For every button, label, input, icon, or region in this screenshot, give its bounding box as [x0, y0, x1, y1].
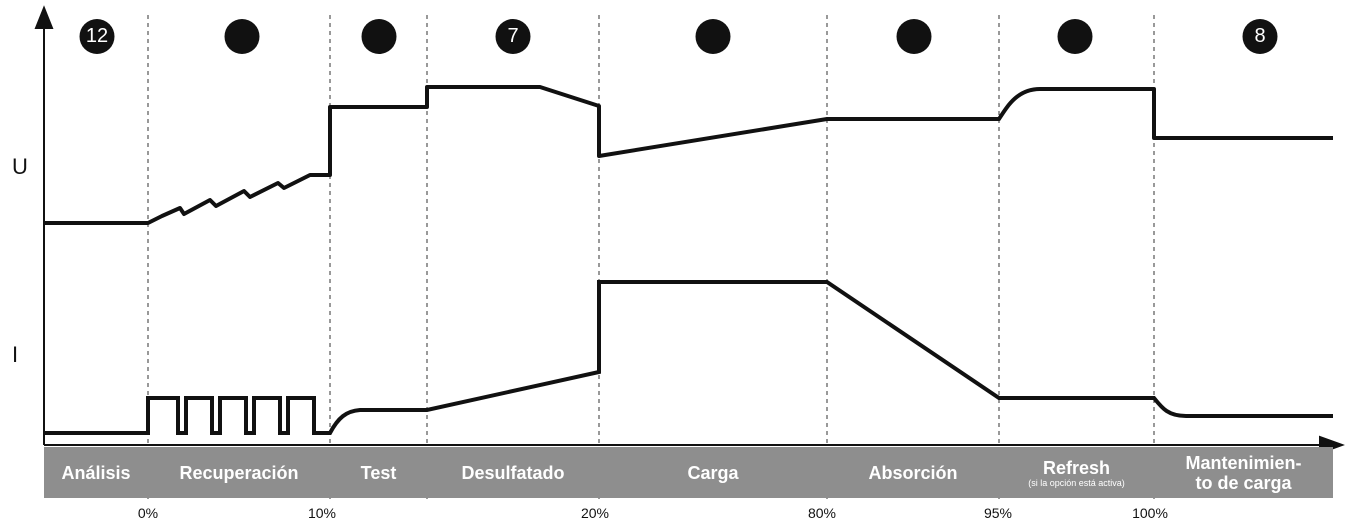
stage-analisis-name: Análisis	[61, 462, 131, 483]
stage-absorcion-name: Absorción	[868, 462, 958, 483]
stage-dividers	[147, 15, 1155, 500]
stage-recuperacion: Recuperación	[148, 447, 330, 498]
stage-test-name: Test	[360, 462, 397, 483]
stage-refresh: Refresh (si la opción está activa)	[999, 447, 1154, 498]
voltage-curve	[44, 85, 1333, 225]
step-badge-test	[361, 19, 397, 54]
pct-mark-95: 95%	[983, 505, 1013, 521]
stage-absorcion: Absorción	[827, 447, 999, 498]
pct-mark-0: 0%	[137, 505, 159, 521]
axes	[34, 5, 1345, 455]
vertical-axis-arrow	[34, 5, 54, 29]
stage-carga: Carga	[599, 447, 827, 498]
stage-analisis: Análisis	[44, 447, 148, 498]
step-badge-mantenimiento: 8	[1242, 19, 1278, 54]
step-badge-desulfatado: 7	[495, 19, 531, 54]
pct-mark-80: 80%	[807, 505, 837, 521]
stage-mantenimiento-name: Mantenimien- to de carga	[1185, 452, 1302, 493]
voltage-axis-label: U	[12, 154, 28, 179]
stage-carga-name: Carga	[687, 462, 739, 483]
stage-mantenimiento: Mantenimien- to de carga	[1154, 447, 1333, 498]
stage-refresh-name: Refresh	[1042, 457, 1111, 478]
step-badge-analisis: 12	[79, 19, 115, 54]
stage-recuperacion-name: Recuperación	[179, 462, 299, 483]
stage-desulfatado: Desulfatado	[427, 447, 599, 498]
pct-mark-20: 20%	[580, 505, 610, 521]
current-curve	[44, 280, 1333, 435]
current-axis-label: I	[12, 342, 19, 367]
stage-bar	[44, 447, 1333, 498]
pct-mark-10: 10%	[307, 505, 337, 521]
step-badge-recuperacion	[224, 19, 260, 54]
pct-mark-100: 100%	[1132, 505, 1168, 521]
stage-desulfatado-name: Desulfatado	[461, 462, 565, 483]
step-badge-refresh	[1057, 19, 1093, 54]
step-badge-carga	[695, 19, 731, 54]
step-badge-absorcion	[896, 19, 932, 54]
stage-test: Test	[330, 447, 427, 498]
stage-refresh-note: (si la opción está activa)	[1028, 477, 1125, 488]
